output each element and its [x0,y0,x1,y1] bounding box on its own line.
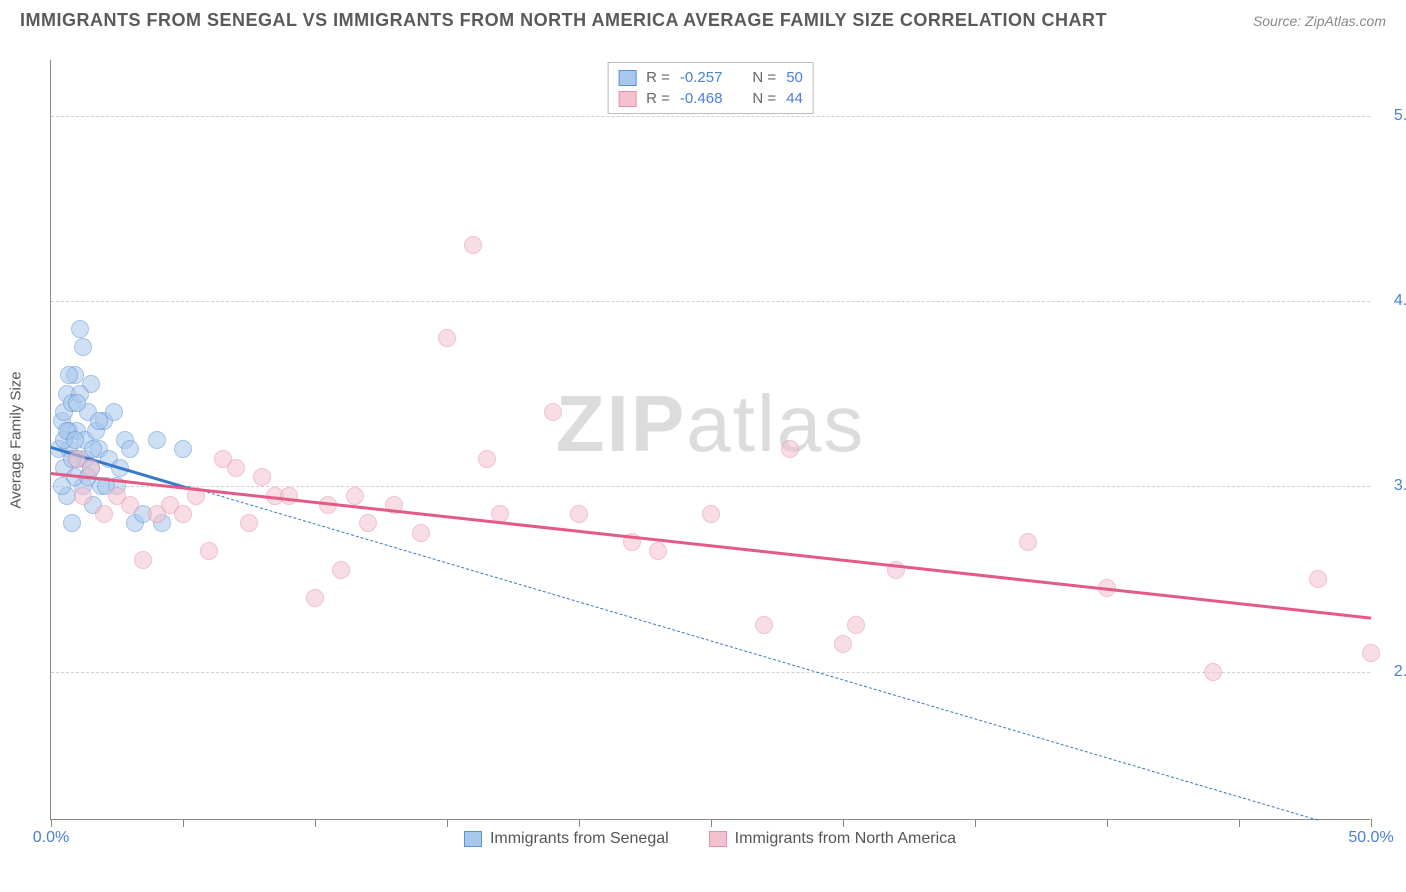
r-value-na: -0.468 [680,90,723,107]
legend-item-senegal: Immigrants from Senegal [464,830,669,848]
data-point-north_america [95,505,113,523]
xtick [975,819,976,827]
data-point-senegal [74,338,92,356]
ytick-label: 5.00 [1394,107,1406,125]
legend-item-na: Immigrants from North America [709,830,956,848]
gridline [51,486,1370,487]
gridline [51,116,1370,117]
data-point-north_america [1204,663,1222,681]
data-point-north_america [464,236,482,254]
data-point-senegal [53,477,71,495]
data-point-senegal [60,366,78,384]
swatch-senegal [618,70,636,86]
n-value-senegal: 50 [786,69,803,86]
xtick [183,819,184,827]
stats-legend-box: R = -0.257 N = 50 R = -0.468 N = 44 [607,62,814,114]
data-point-senegal [90,412,108,430]
trendline [188,486,1318,821]
data-point-north_america [332,561,350,579]
data-point-north_america [174,505,192,523]
data-point-senegal [63,514,81,532]
data-point-north_america [82,459,100,477]
gridline [51,301,1370,302]
r-label: R = [646,90,670,107]
data-point-north_america [359,514,377,532]
bottom-legend: Immigrants from Senegal Immigrants from … [50,830,1370,848]
data-point-north_america [847,616,865,634]
legend-label-na: Immigrants from North America [735,830,956,848]
source-name: ZipAtlas.com [1305,13,1386,29]
data-point-north_america [121,496,139,514]
xtick [315,819,316,827]
data-point-north_america [438,329,456,347]
data-point-senegal [174,440,192,458]
ytick-label: 2.00 [1394,663,1406,681]
data-point-senegal [148,431,166,449]
data-point-north_america [834,635,852,653]
stats-row-na: R = -0.468 N = 44 [618,88,803,109]
data-point-north_america [240,514,258,532]
data-point-north_america [478,450,496,468]
data-point-north_america [755,616,773,634]
data-point-north_america [134,551,152,569]
swatch-na [618,91,636,107]
ytick-label: 4.00 [1394,292,1406,310]
data-point-north_america [306,589,324,607]
ytick-label: 3.00 [1394,477,1406,495]
data-point-north_america [1362,644,1380,662]
data-point-north_america [570,505,588,523]
swatch-senegal [464,831,482,847]
chart-title: IMMIGRANTS FROM SENEGAL VS IMMIGRANTS FR… [20,10,1107,31]
header: IMMIGRANTS FROM SENEGAL VS IMMIGRANTS FR… [0,0,1406,31]
data-point-senegal [66,431,84,449]
watermark: ZIPatlas [556,378,865,470]
data-point-north_america [227,459,245,477]
gridline [51,672,1370,673]
data-point-senegal [68,394,86,412]
r-value-senegal: -0.257 [680,69,723,86]
xtick [579,819,580,827]
data-point-senegal [84,440,102,458]
data-point-north_america [649,542,667,560]
plot-area: ZIPatlas Average Family Size R = -0.257 … [50,60,1370,820]
xtick [843,819,844,827]
data-point-north_america [280,487,298,505]
trendline [51,472,1371,619]
source-attribution: Source: ZipAtlas.com [1253,13,1386,29]
swatch-na [709,831,727,847]
data-point-north_america [544,403,562,421]
stats-row-senegal: R = -0.257 N = 50 [618,67,803,88]
xtick [1239,819,1240,827]
data-point-senegal [71,320,89,338]
n-label: N = [752,69,776,86]
n-value-na: 44 [786,90,803,107]
y-axis-label: Average Family Size [8,371,25,508]
legend-label-senegal: Immigrants from Senegal [490,830,669,848]
xtick [1107,819,1108,827]
data-point-north_america [1019,533,1037,551]
data-point-north_america [346,487,364,505]
data-point-north_america [253,468,271,486]
data-point-north_america [200,542,218,560]
xtick [51,819,52,827]
xtick [711,819,712,827]
data-point-north_america [412,524,430,542]
data-point-north_america [74,487,92,505]
n-label: N = [752,90,776,107]
data-point-senegal [105,403,123,421]
source-prefix: Source: [1253,13,1305,29]
xtick [447,819,448,827]
r-label: R = [646,69,670,86]
data-point-senegal [121,440,139,458]
data-point-north_america [781,440,799,458]
data-point-north_america [702,505,720,523]
data-point-north_america [1309,570,1327,588]
xtick [1371,819,1372,827]
